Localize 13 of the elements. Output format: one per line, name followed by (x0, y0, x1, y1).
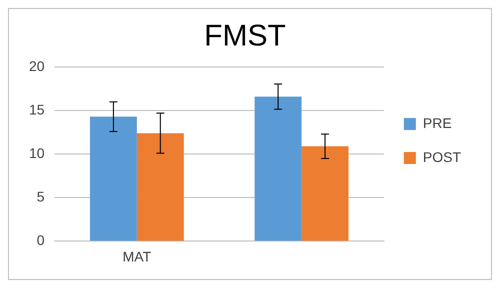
y-tick-label: 10 (28, 144, 45, 161)
y-tick-label: 20 (28, 58, 45, 74)
bar (302, 146, 348, 241)
legend-label: POST (422, 148, 462, 165)
bar (90, 116, 137, 241)
x-tick-label: MAT (122, 248, 152, 264)
y-tick-label: 5 (36, 188, 45, 205)
chart-title: FMST (204, 19, 286, 52)
bar (254, 96, 302, 241)
legend-label: PRE (422, 114, 452, 131)
bar (136, 133, 184, 241)
y-tick-label: 15 (28, 101, 45, 118)
y-tick-label: 0 (36, 232, 45, 248)
